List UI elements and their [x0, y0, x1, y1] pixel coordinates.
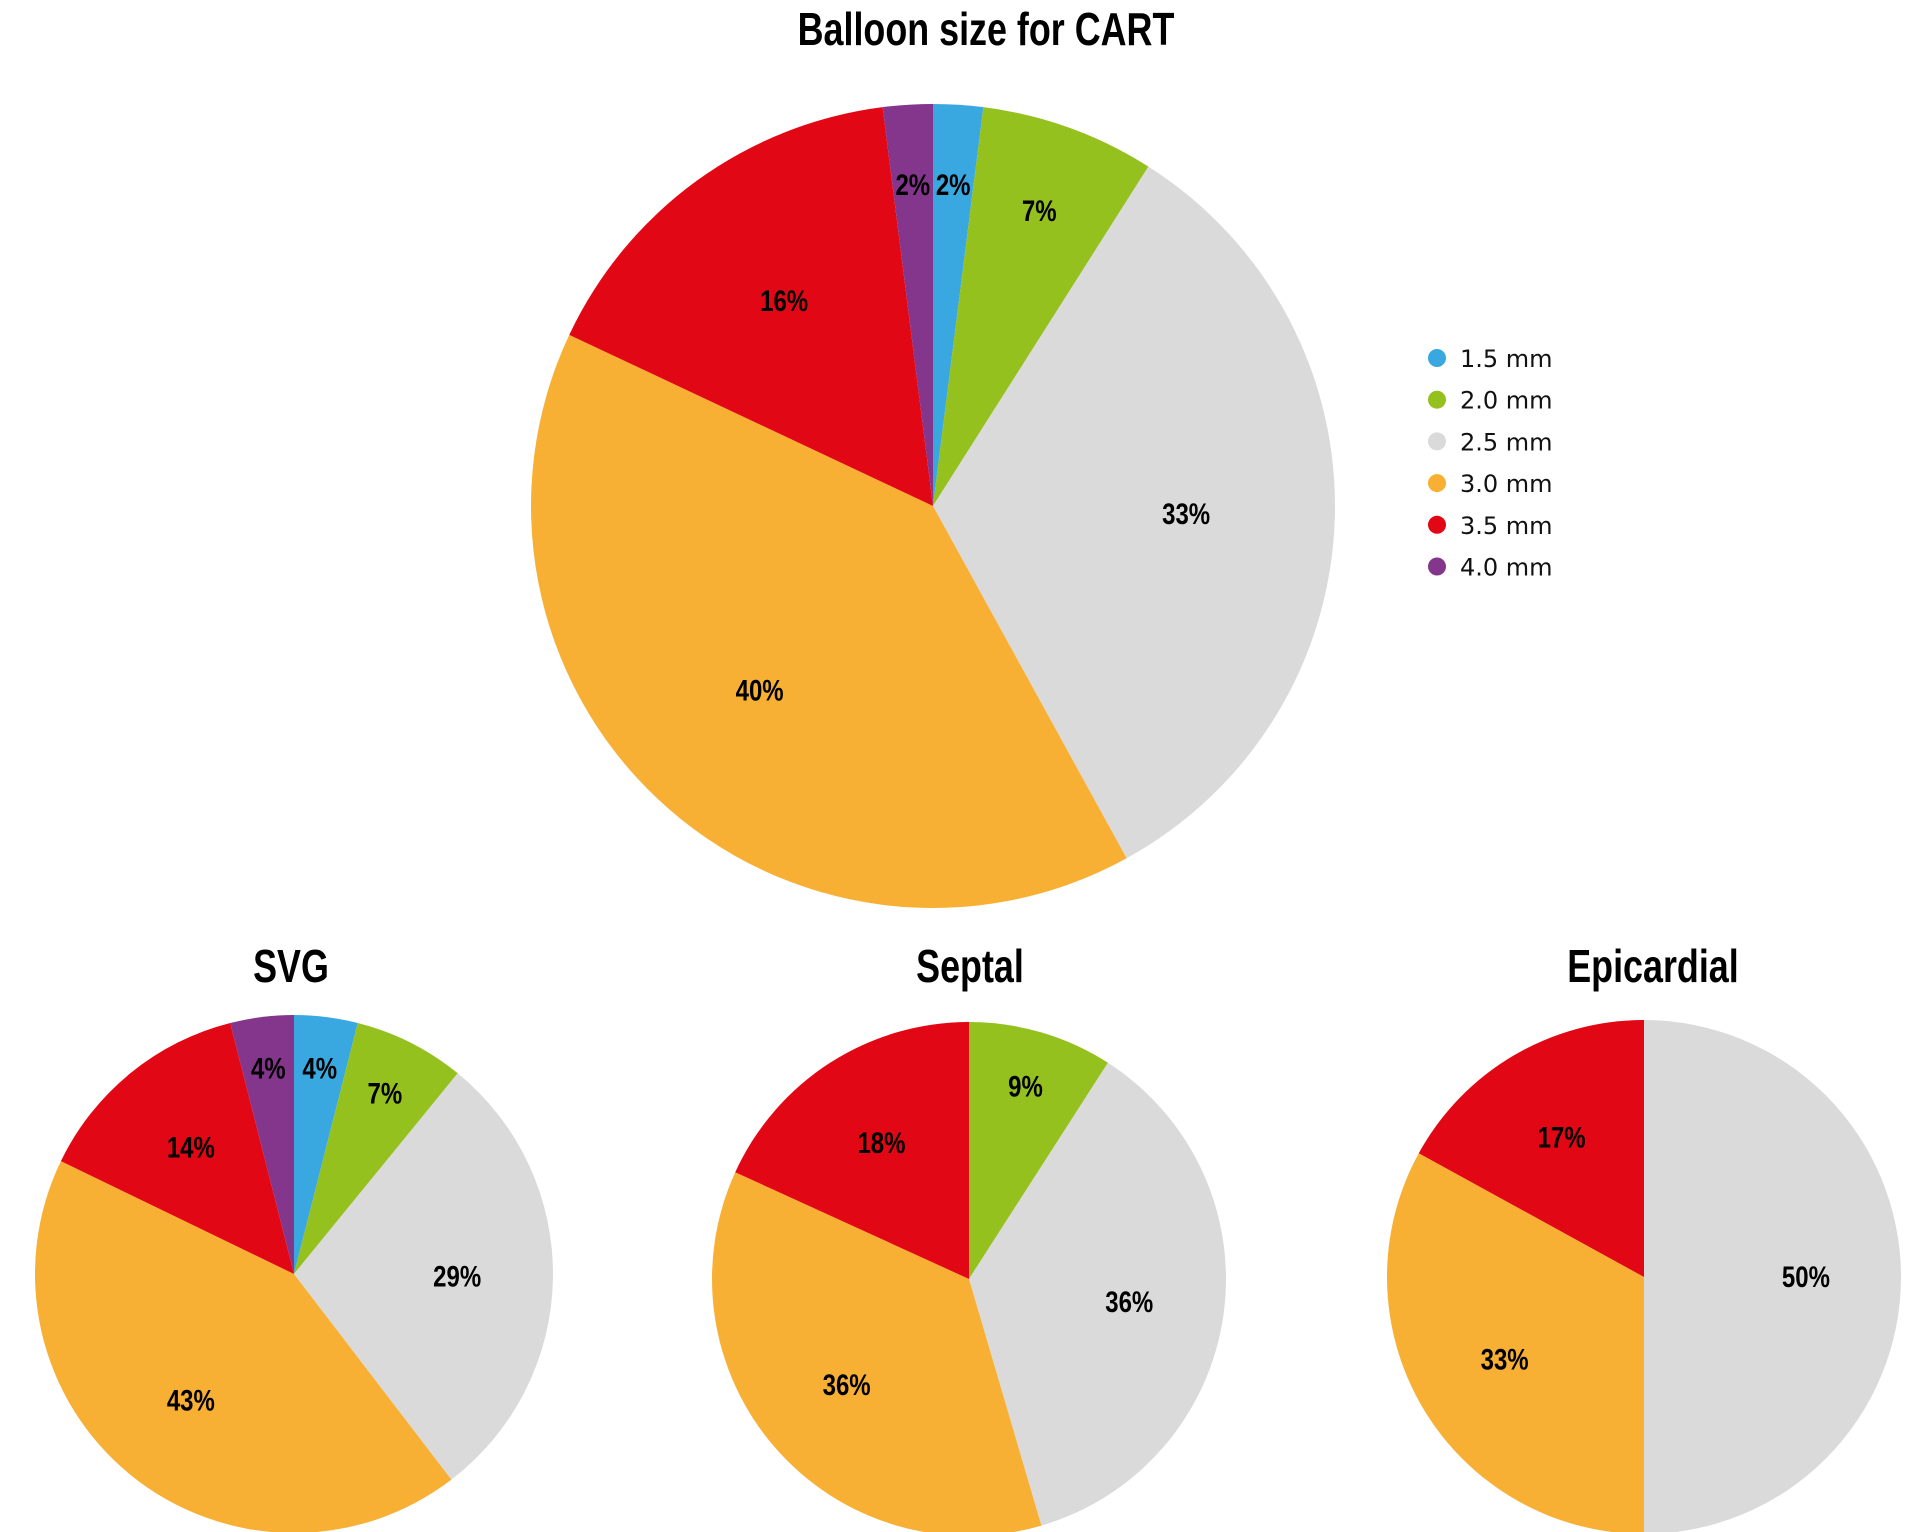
pie-slice-2-0mm — [933, 107, 1149, 506]
legend-label: 4.0 mm — [1460, 554, 1553, 582]
data-label: 7% — [1022, 193, 1057, 227]
data-label: 36% — [823, 1367, 871, 1401]
pie-slice-4-0mm — [882, 104, 933, 506]
data-label: 9% — [1008, 1069, 1043, 1103]
legend-marker — [1428, 390, 1446, 409]
pie-svg: 4% 7% 29% 43% 14% 4% — [35, 1015, 554, 1532]
pie-slice-3-5mm — [1418, 1020, 1644, 1277]
data-label: 4% — [251, 1051, 286, 1085]
legend-label: 3.0 mm — [1460, 470, 1553, 498]
data-label: 7% — [368, 1076, 403, 1110]
data-label: 33% — [1162, 496, 1210, 530]
pie-slice-1-5mm — [294, 1015, 358, 1274]
legend-item: 4.0 mm — [1428, 554, 1553, 582]
legend-marker — [1428, 515, 1446, 534]
legend-item: 2.0 mm — [1428, 387, 1553, 415]
legend-label: 3.5 mm — [1460, 512, 1553, 540]
legend-item: 1.5 mm — [1428, 345, 1553, 373]
legend-marker — [1428, 474, 1446, 493]
pie-slice-2-5mm — [1644, 1020, 1901, 1532]
pie-slice-2-0mm — [294, 1022, 458, 1274]
legend-label: 2.0 mm — [1460, 387, 1553, 415]
data-label: 40% — [736, 673, 784, 707]
legend-item: 3.5 mm — [1428, 512, 1553, 540]
epicardial-chart-title: Epicardial — [1567, 941, 1738, 992]
data-label: 16% — [760, 284, 808, 318]
legend-marker — [1428, 557, 1446, 576]
data-label: 43% — [167, 1383, 215, 1417]
svg-chart-title: SVG — [253, 941, 329, 992]
legend-item: 2.5 mm — [1428, 428, 1553, 456]
pie-slice-4-0mm — [230, 1015, 294, 1274]
legend: 1.5 mm 2.0 mm 2.5 mm 3.0 mm 3.5 mm 4.0 mm — [1428, 345, 1553, 582]
pie-slice-2-0mm — [969, 1022, 1108, 1279]
data-label: 50% — [1782, 1259, 1830, 1293]
pie-slice-3-5mm — [735, 1022, 969, 1279]
pie-slice-3-5mm — [60, 1022, 294, 1274]
pie-slice-3-0mm — [1387, 1153, 1644, 1532]
pie-slice-3-5mm — [569, 107, 933, 506]
legend-item: 3.0 mm — [1428, 470, 1553, 498]
pie-slice-3-0mm — [35, 1161, 452, 1532]
data-label: 2% — [895, 167, 930, 201]
pie-slice-2-5mm — [294, 1073, 554, 1480]
pie-epicardial: 50% 33% 17% — [1387, 1020, 1901, 1532]
pie-slice-3-0mm — [712, 1172, 1042, 1532]
legend-label: 1.5 mm — [1460, 345, 1553, 373]
data-label: 33% — [1481, 1342, 1529, 1376]
pie-balloon-size-for-cart: 2% 7% 33% 40% 16% 2% — [531, 104, 1335, 908]
data-label: 2% — [936, 167, 971, 201]
pie-slice-1-5mm — [933, 104, 984, 506]
pie-slice-3-0mm — [531, 334, 1127, 908]
legend-marker — [1428, 349, 1446, 367]
data-label: 17% — [1538, 1120, 1586, 1154]
legend-label: 2.5 mm — [1460, 428, 1553, 456]
data-label: 18% — [857, 1125, 905, 1159]
septal-chart-title: Septal — [916, 941, 1024, 992]
pie-slice-2-5mm — [933, 166, 1335, 859]
legend-marker — [1428, 432, 1446, 451]
pie-septal: 9% 36% 36% 18% — [712, 1022, 1226, 1532]
data-label: 4% — [302, 1051, 337, 1085]
pie-slice-2-5mm — [969, 1062, 1226, 1526]
data-label: 29% — [433, 1259, 481, 1293]
main-chart-title: Balloon size for CART — [798, 4, 1175, 55]
data-label: 14% — [167, 1130, 215, 1164]
data-label: 36% — [1105, 1284, 1153, 1318]
